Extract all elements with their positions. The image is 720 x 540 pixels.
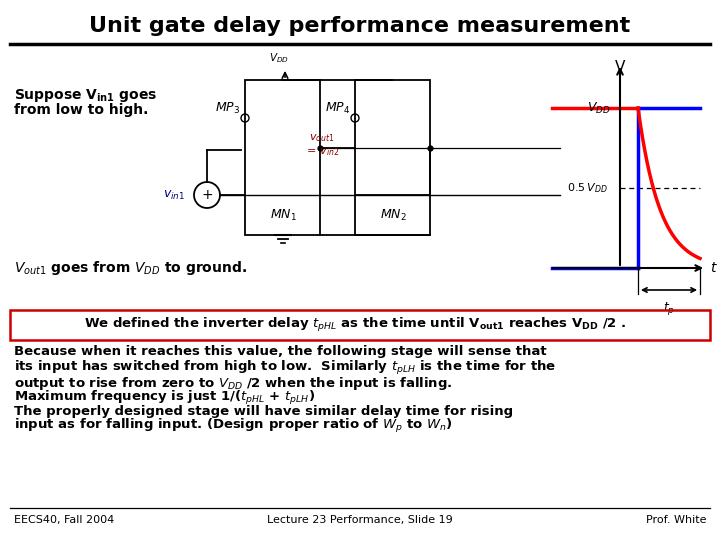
- Text: Because when it reaches this value, the following stage will sense that: Because when it reaches this value, the …: [14, 346, 546, 359]
- Text: $V_{DD}$: $V_{DD}$: [269, 51, 289, 65]
- Bar: [245, 80, 320, 235]
- Text: EECS40, Fall 2004: EECS40, Fall 2004: [14, 515, 114, 525]
- Text: $=\,\it{v}_{in2}$: $=\,\it{v}_{in2}$: [305, 146, 340, 158]
- Text: The properly designed stage will have similar delay time for rising: The properly designed stage will have si…: [14, 406, 513, 419]
- Bar: [10, 310, 710, 340]
- Text: $\it{v}_{in1}$: $\it{v}_{in1}$: [163, 188, 185, 201]
- Text: $V_{out1}$ goes from $V_{DD}$ to ground.: $V_{out1}$ goes from $V_{DD}$ to ground.: [14, 259, 247, 277]
- Text: from low to high.: from low to high.: [14, 103, 148, 117]
- Text: Lecture 23 Performance, Slide 19: Lecture 23 Performance, Slide 19: [267, 515, 453, 525]
- Text: $\it{v}_{out1}$: $\it{v}_{out1}$: [309, 132, 335, 144]
- Text: V: V: [615, 60, 625, 76]
- Text: $t_p$: $t_p$: [663, 300, 675, 317]
- Text: input as for falling input. (Design proper ratio of $W_p$ to $W_n$): input as for falling input. (Design prop…: [14, 417, 453, 435]
- Text: its input has switched from high to low.  Similarly $\it{t}_{pLH}$ is the time f: its input has switched from high to low.…: [14, 359, 557, 377]
- Text: +: +: [201, 188, 213, 202]
- Text: Unit gate delay performance measurement: Unit gate delay performance measurement: [89, 16, 631, 36]
- Text: $t$: $t$: [710, 261, 718, 275]
- Text: $MP_4$: $MP_4$: [325, 100, 350, 116]
- Text: output to rise from zero to $V_{DD}$ /2 when the input is falling.: output to rise from zero to $V_{DD}$ /2 …: [14, 375, 453, 393]
- Text: $MP_3$: $MP_3$: [215, 100, 240, 116]
- Text: Prof. White: Prof. White: [646, 515, 706, 525]
- Text: Maximum frequency is just 1/($\it{t}_{pHL}$ + $\it{t}_{pLH}$): Maximum frequency is just 1/($\it{t}_{pH…: [14, 389, 315, 407]
- Text: $V_{DD}$: $V_{DD}$: [588, 100, 611, 116]
- Bar: [355, 80, 430, 235]
- Text: Suppose $\mathbf{V_{in1}}$ goes: Suppose $\mathbf{V_{in1}}$ goes: [14, 86, 158, 104]
- Text: $MN_1$: $MN_1$: [269, 207, 297, 222]
- Text: $MN_2$: $MN_2$: [379, 207, 406, 222]
- Text: $0.5\,V_{DD}$: $0.5\,V_{DD}$: [567, 181, 608, 195]
- Text: We defined the inverter delay $\mathbf{\it{t}_{pHL}}$ as the time until $\mathbf: We defined the inverter delay $\mathbf{\…: [84, 316, 626, 334]
